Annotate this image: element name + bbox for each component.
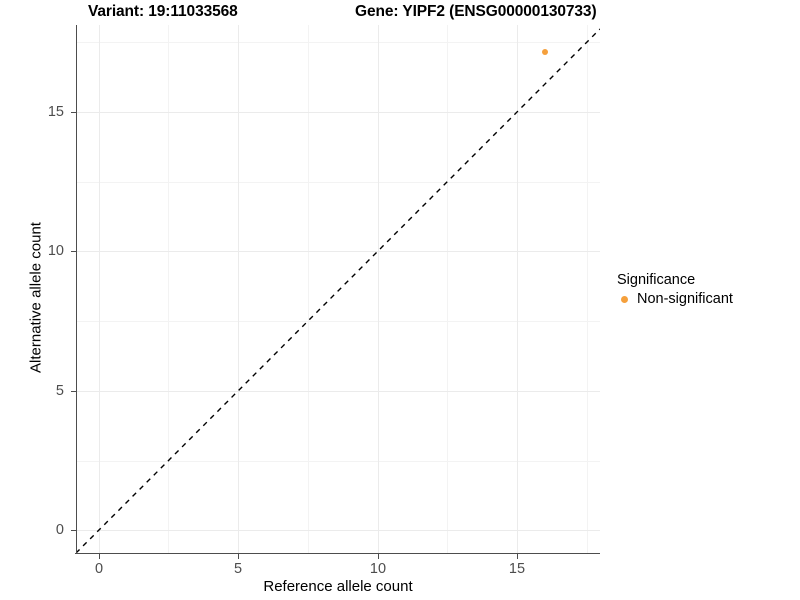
- x-tick-15: [517, 554, 519, 559]
- y-tick-5: [71, 391, 76, 393]
- x-ticklabel-5: 5: [233, 561, 243, 577]
- legend-point-icon: [616, 291, 632, 307]
- gene-title: Gene: YIPF2 (ENSG00000130733): [355, 3, 597, 20]
- y-tick-15: [71, 112, 76, 114]
- gridline-minor-y-12_5: [76, 182, 600, 183]
- gridline-major-x-0: [99, 25, 100, 553]
- y-ticklabel-5: 5: [55, 383, 64, 399]
- y-ticklabel-0: 0: [55, 522, 64, 538]
- legend: Significance Non-significant: [616, 272, 800, 307]
- gridline-major-y-15: [76, 112, 600, 113]
- x-ticklabel-0: 0: [94, 561, 104, 577]
- gridline-major-y-5: [76, 391, 600, 392]
- x-tick-0: [99, 554, 101, 559]
- x-axis-line: [75, 553, 600, 555]
- gridline-major-y-10: [76, 251, 600, 252]
- y-tick-10: [71, 251, 76, 253]
- legend-item-label: Non-significant: [637, 291, 733, 307]
- x-axis-title: Reference allele count: [263, 578, 413, 595]
- gridline-major-x-15: [517, 25, 518, 553]
- y-ticklabel-10: 10: [47, 243, 64, 259]
- gridline-major-x-5: [238, 25, 239, 553]
- legend-title: Significance: [617, 272, 696, 288]
- y-ticklabel-15: 15: [47, 104, 64, 120]
- plot-title-row: Variant: 19:11033568 Gene: YIPF2 (ENSG00…: [0, 0, 800, 26]
- y-tick-0: [71, 530, 76, 532]
- x-ticklabel-15: 15: [508, 561, 526, 577]
- gridline-major-x-10: [378, 25, 379, 553]
- identity-reference-line: [76, 28, 600, 553]
- y-axis-line: [76, 25, 78, 554]
- gridline-minor-x-17_5: [587, 25, 588, 553]
- gridline-major-y-0: [76, 530, 600, 531]
- gridline-minor-y-7_5: [76, 321, 600, 322]
- variant-title: Variant: 19:11033568: [88, 3, 238, 20]
- gridline-minor-y-2_5: [76, 461, 600, 462]
- plot-panel: [76, 25, 600, 553]
- x-tick-10: [378, 554, 380, 559]
- x-tick-5: [238, 554, 240, 559]
- gridline-minor-x-7_5: [308, 25, 309, 553]
- gridline-minor-x-12_5: [447, 25, 448, 553]
- legend-item-non-significant[interactable]: Non-significant: [616, 291, 800, 307]
- x-ticklabel-10: 10: [369, 561, 387, 577]
- y-axis-title: Alternative allele count: [27, 222, 45, 373]
- gridline-minor-y-17_5: [76, 42, 600, 43]
- gridline-minor-x-2_5: [168, 25, 169, 553]
- data-point-non-significant[interactable]: [542, 49, 548, 55]
